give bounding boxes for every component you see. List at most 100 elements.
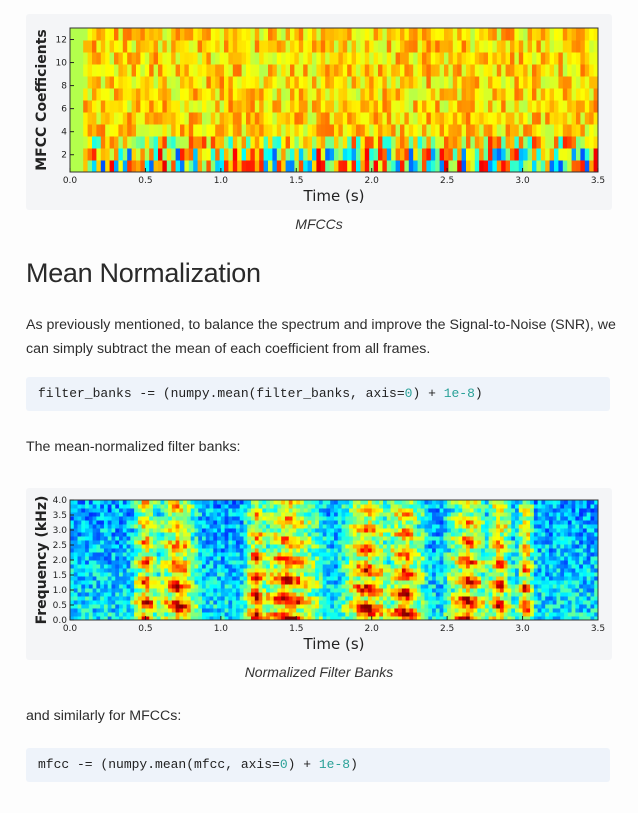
heatmap-cell (499, 512, 505, 517)
heatmap-cell (484, 500, 490, 505)
heatmap-cell (562, 28, 568, 41)
heatmap-cell (307, 576, 312, 581)
heatmap-cell (276, 88, 282, 101)
heatmap-cell (258, 604, 263, 609)
heatmap-cell (488, 584, 493, 589)
heatmap-cell (251, 520, 256, 525)
heatmap-cell (510, 88, 515, 101)
heatmap-cell (232, 512, 237, 517)
heatmap-cell (166, 64, 172, 77)
heatmap-cell (545, 52, 551, 65)
heatmap-cell (422, 124, 427, 137)
heatmap-cell (164, 548, 169, 553)
heatmap-cell (507, 536, 512, 541)
heatmap-cell (356, 584, 361, 589)
heatmap-cell (258, 532, 263, 537)
heatmap-cell (269, 520, 275, 525)
heatmap-cell (481, 540, 486, 545)
heatmap-cell (394, 524, 399, 529)
heatmap-cell (356, 564, 361, 569)
heatmap-cell (307, 520, 312, 525)
heatmap-cell (367, 532, 373, 537)
heatmap-cell (243, 556, 248, 561)
heatmap-cell (443, 504, 448, 509)
code-number: 0 (404, 386, 413, 401)
heatmap-cell (235, 500, 241, 505)
heatmap-cell (356, 560, 361, 565)
heatmap-cell (484, 524, 490, 529)
heatmap-cell (232, 516, 237, 521)
heatmap-cell (179, 572, 184, 577)
heatmap-cell (171, 540, 177, 545)
heatmap-cell (545, 160, 551, 173)
heatmap-cell (115, 548, 120, 553)
heatmap-cell (149, 580, 154, 585)
heatmap-cell (294, 148, 300, 161)
heatmap-cell (160, 560, 165, 565)
heatmap-cell (315, 540, 320, 545)
heatmap-cell (390, 544, 395, 549)
heatmap-cell (224, 560, 229, 565)
heatmap-cell (379, 508, 384, 513)
heatmap-cell (326, 544, 331, 549)
heatmap-cell (398, 592, 403, 597)
heatmap-cell (246, 100, 251, 113)
heatmap-cell (219, 64, 225, 77)
heatmap-cell (262, 552, 267, 557)
heatmap-cell (186, 552, 192, 557)
heatmap-cell (254, 160, 260, 173)
heatmap-cell (219, 76, 225, 89)
heatmap-cell (424, 572, 429, 577)
heatmap-cell (217, 540, 222, 545)
heatmap-cell (179, 512, 184, 517)
heatmap-cell (158, 112, 163, 125)
heatmap-cell (78, 88, 84, 101)
heatmap-cell (263, 28, 269, 41)
heatmap-cell (379, 600, 384, 605)
heatmap-cell (329, 100, 335, 113)
heatmap-cell (337, 552, 343, 557)
heatmap-cell (503, 524, 508, 529)
heatmap-cell (179, 612, 184, 617)
heatmap-cell (81, 524, 86, 529)
heatmap-cell (439, 568, 444, 573)
heatmap-cell (369, 76, 375, 89)
heatmap-cell (217, 584, 222, 589)
heatmap-cell (435, 536, 441, 541)
heatmap-cell (235, 536, 241, 541)
heatmap-cell (523, 88, 529, 101)
heatmap-cell (92, 516, 97, 521)
heatmap-cell (118, 40, 124, 53)
heatmap-cell (367, 504, 373, 509)
heatmap-cell (107, 544, 112, 549)
heatmap-cell (360, 124, 366, 137)
heatmap-cell (470, 64, 476, 77)
heatmap-cell (416, 592, 422, 597)
heatmap-cell (292, 608, 297, 613)
heatmap-cell (307, 40, 313, 53)
heatmap-cell (115, 616, 120, 621)
heatmap-cell (122, 528, 128, 533)
heatmap-cell (466, 504, 471, 509)
heatmap-cell (277, 596, 282, 601)
heatmap-cell (447, 548, 452, 553)
heatmap-cell (251, 536, 256, 541)
heatmap-cell (484, 604, 490, 609)
heatmap-cell (107, 600, 112, 605)
heatmap-cell (156, 556, 162, 561)
heatmap-cell (77, 588, 82, 593)
heatmap-cell (457, 112, 463, 125)
heatmap-cell (114, 160, 119, 173)
heatmap-cell (479, 28, 485, 41)
heatmap-cell (100, 608, 105, 613)
heatmap-cell (320, 112, 326, 125)
heatmap-cell (342, 40, 348, 53)
heatmap-cell (149, 568, 154, 573)
heatmap-cell (356, 616, 361, 621)
heatmap-cell (205, 608, 211, 613)
heatmap-cell (202, 548, 207, 553)
heatmap-cell (197, 112, 203, 125)
heatmap-cell (360, 64, 366, 77)
heatmap-cell (383, 604, 388, 609)
heatmap-cell (77, 592, 82, 597)
